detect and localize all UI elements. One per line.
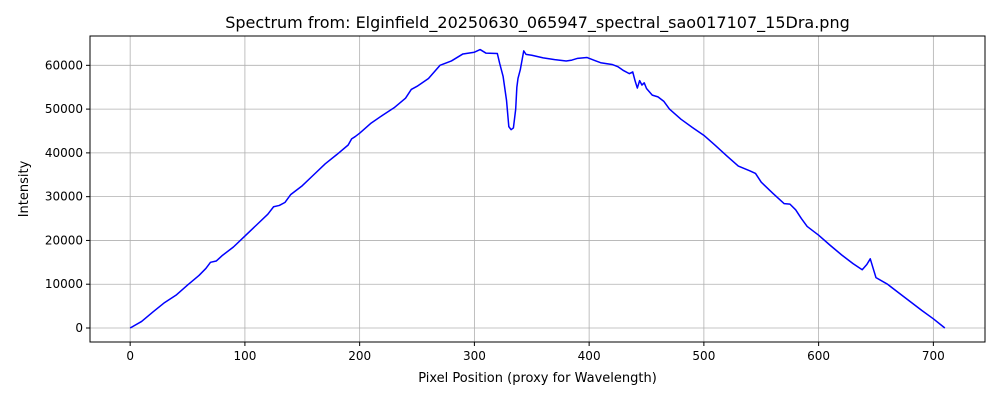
x-tick-label: 100 [233,349,256,363]
x-tick-label: 200 [348,349,371,363]
series-layer [129,48,946,329]
x-axis-ticks: 0 100 200 300 400 500 600 700 [126,342,945,363]
y-axis-title: Intensity [17,160,32,217]
x-tick-label: 400 [578,349,601,363]
y-axis-ticks: 0 10000 20000 30000 40000 50000 60000 [45,58,90,335]
grid [90,36,985,342]
spectrum-line [129,48,946,329]
y-tick-label: 40000 [45,146,83,160]
x-tick-label: 700 [922,349,945,363]
y-tick-label: 30000 [45,190,83,204]
x-tick-label: 300 [463,349,486,363]
x-tick-label: 600 [807,349,830,363]
chart-title: Spectrum from: Elginfield_20250630_06594… [225,13,850,33]
y-tick-label: 60000 [45,58,83,72]
y-tick-label: 0 [75,321,83,335]
y-tick-label: 10000 [45,277,83,291]
x-axis-title: Pixel Position (proxy for Wavelength) [418,371,657,386]
x-tick-label: 500 [692,349,715,363]
plot-frame [89,35,986,343]
x-tick-label: 0 [126,349,134,363]
y-tick-label: 20000 [45,233,83,247]
y-tick-label: 50000 [45,102,83,116]
